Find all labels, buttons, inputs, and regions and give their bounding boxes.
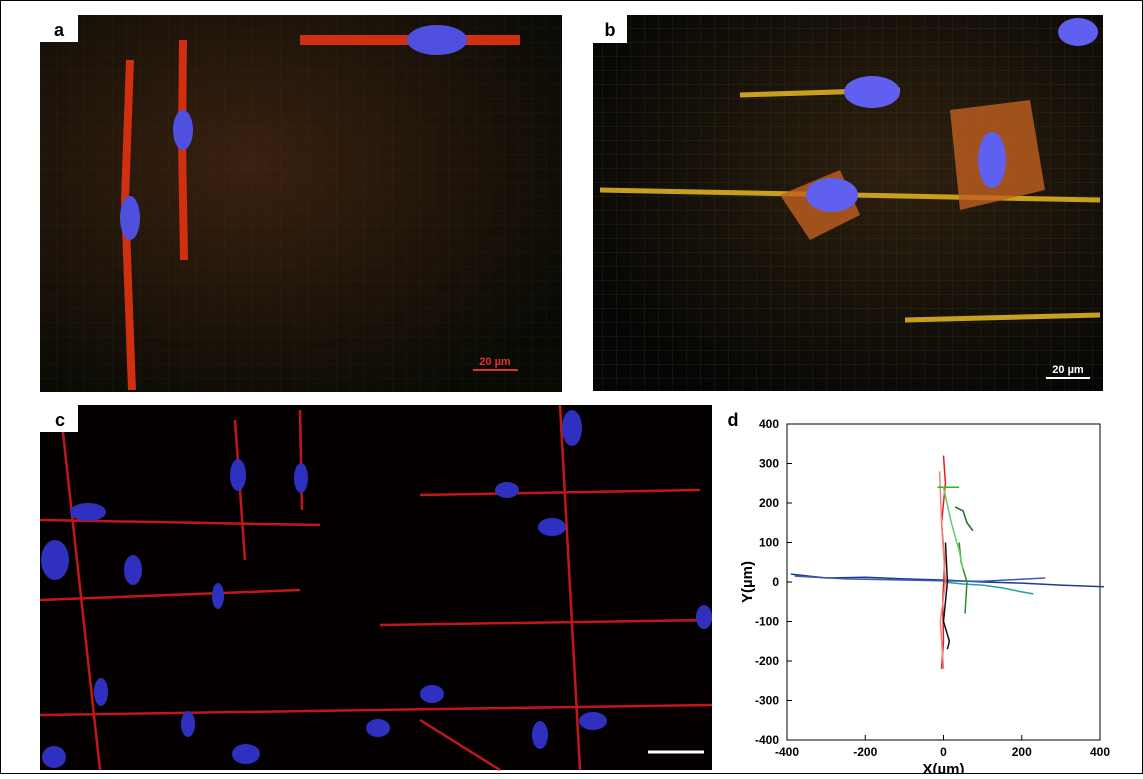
track xyxy=(942,542,951,650)
y-tick-label: 200 xyxy=(759,496,779,510)
y-tick-label: -100 xyxy=(755,615,779,629)
label-box xyxy=(593,15,627,43)
micrograph xyxy=(40,405,712,770)
nucleus xyxy=(407,25,467,55)
y-tick-label: 300 xyxy=(759,457,779,471)
nuclei xyxy=(41,410,712,768)
x-tick-label: 400 xyxy=(1090,745,1110,759)
x-tick-label: 200 xyxy=(1012,745,1032,759)
panel-a: a 20 µm xyxy=(40,15,562,392)
x-tick-label: 0 xyxy=(940,745,947,759)
panel-c: c xyxy=(39,404,713,772)
nucleus xyxy=(120,196,140,240)
nucleus xyxy=(806,178,858,212)
track xyxy=(938,471,947,669)
track xyxy=(943,581,1034,595)
panel-label: d xyxy=(728,410,739,430)
nucleus xyxy=(978,132,1006,188)
x-tick-label: -400 xyxy=(775,745,799,759)
label-box xyxy=(40,15,78,42)
track xyxy=(794,575,1046,582)
scale-bar-label: 20 µm xyxy=(479,356,511,368)
grid-texture xyxy=(40,15,562,392)
nucleus xyxy=(1058,18,1098,46)
x-tick-label: -200 xyxy=(853,745,877,759)
label-box xyxy=(40,405,78,432)
scale-bar-label: 20 µm xyxy=(1052,364,1084,376)
nucleus xyxy=(173,110,193,150)
panel-label: c xyxy=(55,410,65,430)
panel-label: b xyxy=(605,20,616,40)
y-tick-label: -300 xyxy=(755,694,779,708)
y-tick-label: 0 xyxy=(772,575,779,589)
y-axis-label: Y(µm) xyxy=(739,561,756,603)
track xyxy=(954,506,974,532)
y-tick-label: 400 xyxy=(759,417,779,431)
x-axis-label: X(µm) xyxy=(923,761,965,774)
y-tick-label: 100 xyxy=(759,536,779,550)
track xyxy=(942,487,964,571)
nucleus xyxy=(844,76,900,108)
y-tick-label: -200 xyxy=(755,654,779,668)
panel-label: a xyxy=(54,20,65,40)
panel-b: b 20 µm xyxy=(593,15,1103,391)
y-tick-label: -400 xyxy=(755,733,779,747)
